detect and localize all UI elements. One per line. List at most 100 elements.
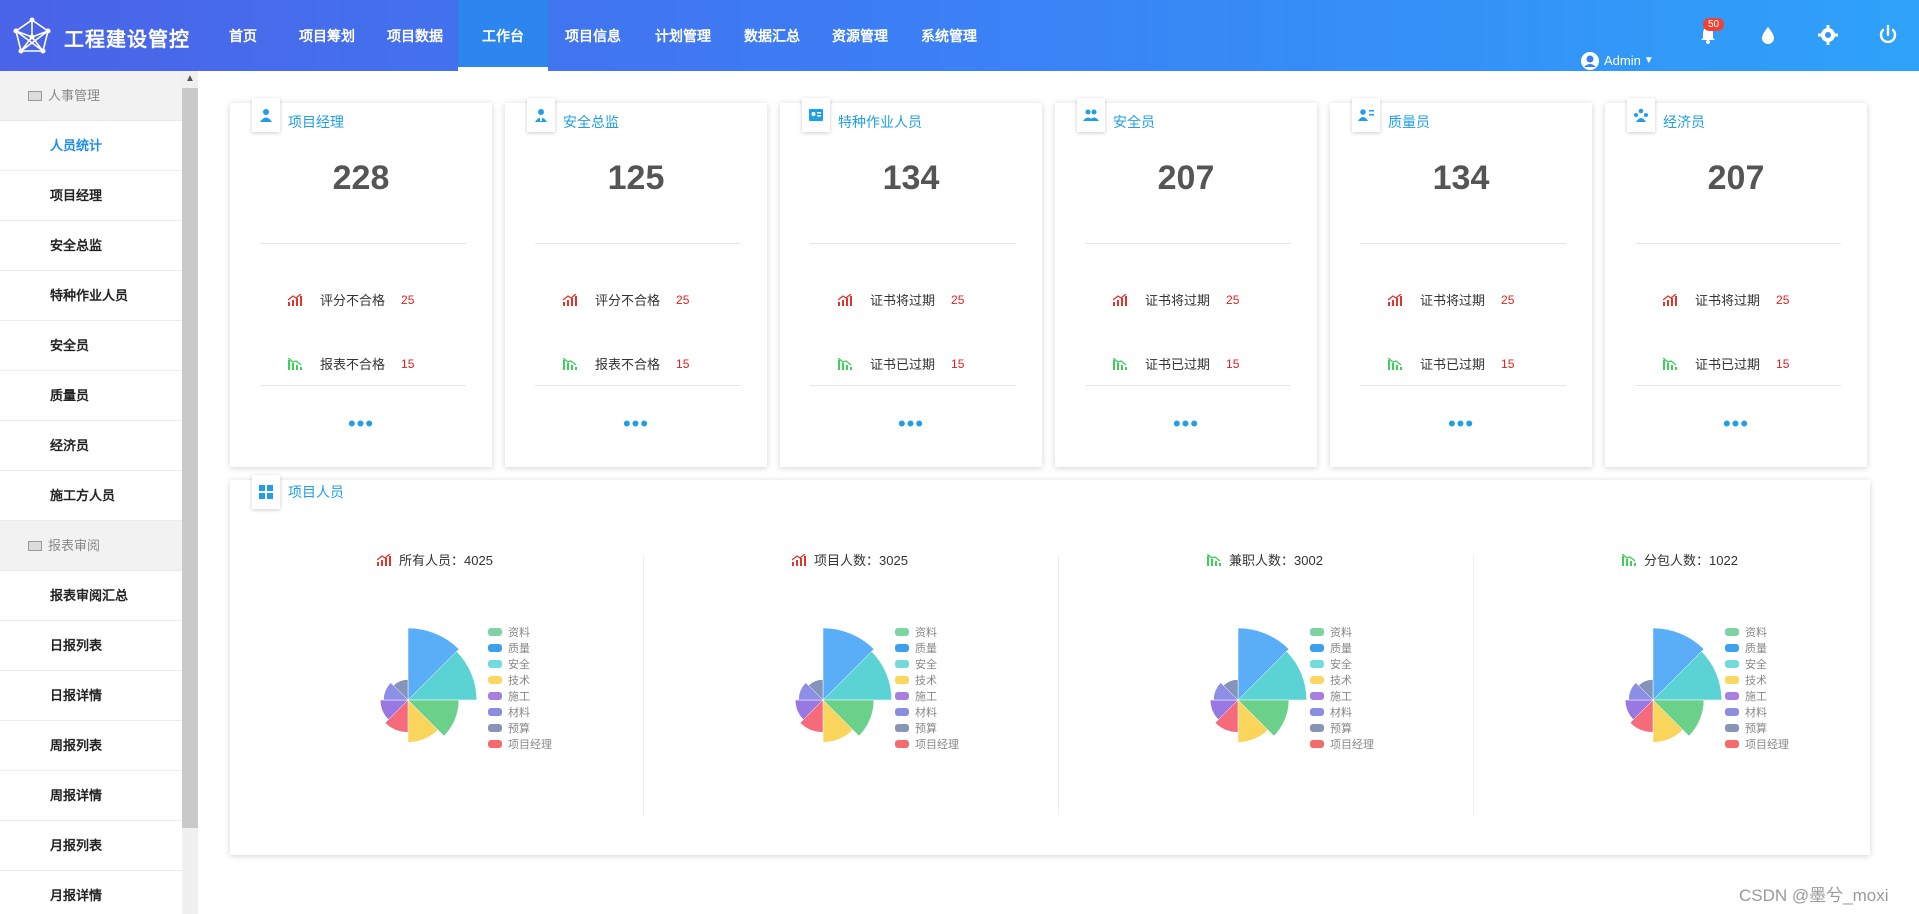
legend-item[interactable]: 资料 [1725,624,1789,640]
sidebar-item-special-workers[interactable]: 特种作业人员 [0,271,182,321]
sidebar-group-hr[interactable]: 人事管理 [0,71,197,121]
pie-slice[interactable] [1237,627,1290,701]
pie-slice[interactable] [1237,699,1290,737]
legend-item[interactable]: 资料 [895,624,959,640]
scroll-up-arrow-icon[interactable]: ▲ [185,73,195,84]
sidebar-item-monthly-list[interactable]: 月报列表 [0,821,182,871]
user-menu[interactable]: Admin ▼ [1580,25,1654,96]
legend-item[interactable]: 项目经理 [488,736,552,752]
pie-slice[interactable] [1652,651,1722,701]
pie-slice[interactable] [407,651,477,701]
nav-plan-management[interactable]: 计划管理 [655,28,711,44]
sidebar-item-economist[interactable]: 经济员 [0,421,182,471]
nav-home[interactable]: 首页 [229,28,257,44]
water-drop-icon[interactable] [1757,24,1779,46]
nav-system-management[interactable]: 系统管理 [921,28,977,44]
pie-slice[interactable] [407,699,439,743]
pie-slice[interactable] [822,699,854,743]
legend-item[interactable]: 项目经理 [895,736,959,752]
pie-slice[interactable] [1628,682,1654,701]
legend-item[interactable]: 材料 [1725,704,1789,720]
more-button[interactable]: ••• [622,411,650,436]
sidebar-item-daily-detail[interactable]: 日报详情 [0,671,182,721]
legend-item[interactable]: 技术 [1725,672,1789,688]
pie-slice[interactable] [1652,699,1705,737]
pie-slice[interactable] [1629,699,1654,733]
sidebar-item-weekly-list[interactable]: 周报列表 [0,721,182,771]
pie-slice[interactable] [798,682,824,701]
nav-workbench[interactable]: 工作台 [458,0,548,71]
pie-slice[interactable] [1624,699,1654,720]
power-icon[interactable] [1877,24,1899,46]
legend-item[interactable]: 施工 [488,688,552,704]
more-button[interactable]: ••• [1172,411,1200,436]
legend-item[interactable]: 安全 [1310,656,1374,672]
pie-slice[interactable] [1223,679,1239,701]
legend-item[interactable]: 技术 [488,672,552,688]
nav-data-summary[interactable]: 数据汇总 [744,28,800,44]
pie-slice[interactable] [393,679,409,701]
legend-item[interactable]: 项目经理 [1725,736,1789,752]
pie-slice[interactable] [822,699,875,737]
nav-project-data[interactable]: 项目数据 [387,28,443,44]
app-logo[interactable]: 工程建设管控 [12,17,190,57]
sidebar-item-weekly-detail[interactable]: 周报详情 [0,771,182,821]
pie-slice[interactable] [1214,699,1239,733]
legend-item[interactable]: 技术 [1310,672,1374,688]
legend-item[interactable]: 预算 [488,720,552,736]
pie-slice[interactable] [407,699,460,737]
legend-item[interactable]: 预算 [895,720,959,736]
sidebar-item-daily-list[interactable]: 日报列表 [0,621,182,671]
nav-resource-management[interactable]: 资源管理 [832,28,888,44]
sidebar-item-personnel-stats[interactable]: 人员统计 [0,121,182,171]
pie-slice[interactable] [822,627,875,701]
pie-slice[interactable] [799,699,824,733]
sidebar-scrollbar-thumb[interactable] [182,88,198,828]
more-button[interactable]: ••• [897,411,925,436]
pie-slice[interactable] [384,699,409,733]
pie-slice[interactable] [1213,682,1239,701]
pie-slice[interactable] [808,679,824,701]
legend-item[interactable]: 材料 [1310,704,1374,720]
nav-project-info[interactable]: 项目信息 [565,28,621,44]
pie-slice[interactable] [1652,699,1684,743]
legend-item[interactable]: 材料 [895,704,959,720]
sidebar-item-report-summary[interactable]: 报表审阅汇总 [0,571,182,621]
sidebar-item-safety-officer[interactable]: 安全员 [0,321,182,371]
sidebar-group-report-review[interactable]: 报表审阅 [0,521,197,571]
nav-project-planning[interactable]: 项目筹划 [299,28,355,44]
gear-icon[interactable] [1817,24,1839,46]
legend-item[interactable]: 施工 [895,688,959,704]
legend-item[interactable]: 质量 [488,640,552,656]
sidebar-item-contractor-staff[interactable]: 施工方人员 [0,471,182,521]
legend-item[interactable]: 质量 [895,640,959,656]
pie-slice[interactable] [407,627,460,701]
legend-item[interactable]: 质量 [1310,640,1374,656]
legend-item[interactable]: 质量 [1725,640,1789,656]
pie-slice[interactable] [1638,679,1654,701]
sidebar-item-project-manager[interactable]: 项目经理 [0,171,182,221]
sidebar-item-monthly-detail[interactable]: 月报详情 [0,871,182,914]
legend-item[interactable]: 安全 [1725,656,1789,672]
legend-item[interactable]: 资料 [488,624,552,640]
legend-item[interactable]: 预算 [1725,720,1789,736]
sidebar-item-safety-director[interactable]: 安全总监 [0,221,182,271]
pie-slice[interactable] [383,682,409,701]
pie-slice[interactable] [1237,651,1307,701]
more-button[interactable]: ••• [347,411,375,436]
pie-slice[interactable] [1209,699,1239,720]
legend-item[interactable]: 项目经理 [1310,736,1374,752]
pie-slice[interactable] [379,699,409,720]
sidebar-item-quality-officer[interactable]: 质量员 [0,371,182,421]
legend-item[interactable]: 材料 [488,704,552,720]
legend-item[interactable]: 安全 [488,656,552,672]
pie-slice[interactable] [1652,627,1705,701]
legend-item[interactable]: 资料 [1310,624,1374,640]
legend-item[interactable]: 技术 [895,672,959,688]
more-button[interactable]: ••• [1722,411,1750,436]
legend-item[interactable]: 施工 [1725,688,1789,704]
legend-item[interactable]: 预算 [1310,720,1374,736]
more-button[interactable]: ••• [1447,411,1475,436]
pie-slice[interactable] [794,699,824,720]
legend-item[interactable]: 施工 [1310,688,1374,704]
